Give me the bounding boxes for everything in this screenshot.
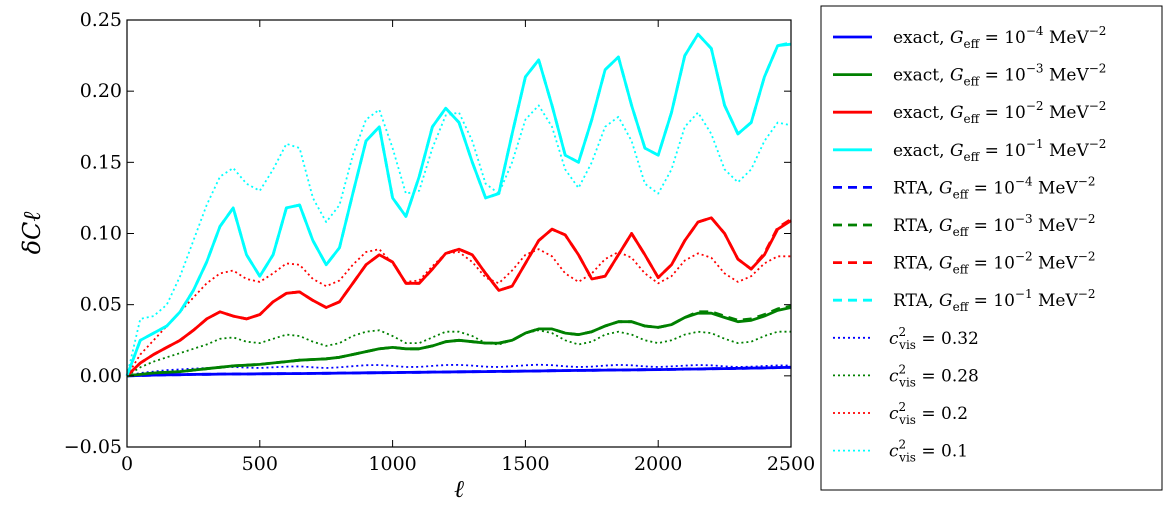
legend-label-0: exact, Geff = 10−4 MeV−2 [893, 24, 1106, 51]
legend-items: exact, Geff = 10−4 MeV−2 exact, Geff = 10… [833, 24, 1106, 465]
legend-label-6: RTA, Geff = 10−2 MeV−2 [893, 250, 1095, 277]
x-axis-label: ℓ [454, 475, 464, 503]
legend-label-5: RTA, Geff = 10−3 MeV−2 [893, 212, 1095, 239]
series-line-4 [126, 365, 792, 378]
legend-frame [820, 5, 1163, 491]
y-tick-label: 0.05 [80, 294, 122, 316]
legend: exact, Geff = 10−4 MeV−2 exact, Geff = 10… [820, 5, 1163, 491]
series-line-2 [126, 216, 792, 377]
tick-layer: 0 500 1000 1500 2000 2500 −0.05 0.00 0.05 0.10 0.1… [64, 9, 815, 475]
series-line-10 [126, 248, 791, 377]
legend-label-11: c2 vis = 0.1 [889, 438, 968, 465]
x-tick-label: 2500 [767, 453, 815, 475]
series-line-8 [126, 363, 792, 377]
legend-label-9: c2 vis = 0.28 [889, 362, 979, 389]
y-tick-label: 0.00 [80, 365, 122, 387]
legend-label-1: exact, Geff = 10−3 MeV−2 [893, 62, 1106, 89]
legend-label-4: RTA, Geff = 10−4 MeV−2 [893, 174, 1095, 201]
x-tick-label: 1500 [501, 453, 549, 475]
series-line-9 [126, 329, 791, 377]
series-line-5 [126, 304, 792, 378]
legend-label-7: RTA, Geff = 10−1 MeV−2 [893, 287, 1095, 314]
axis-titles: ℓ δCℓ [18, 212, 464, 503]
y-tick-label: 0.15 [80, 151, 122, 173]
y-tick-label: 0.10 [80, 223, 122, 245]
y-tick-label: 0.25 [80, 9, 122, 31]
y-tick-label: 0.20 [80, 80, 122, 102]
x-tick-label: 2000 [634, 453, 682, 475]
y-tick-label: −0.05 [64, 436, 122, 458]
x-tick-label: 1000 [368, 453, 416, 475]
series-line-6 [126, 216, 792, 377]
series-line-3 [125, 32, 792, 377]
series-layer [125, 32, 792, 378]
x-tick-label: 0 [121, 453, 133, 475]
legend-label-2: exact, Geff = 10−2 MeV−2 [893, 99, 1106, 126]
series-line-7 [125, 32, 792, 377]
y-axis-label: δCℓ [18, 212, 46, 255]
x-tick-label: 500 [242, 453, 278, 475]
legend-label-3: exact, Geff = 10−1 MeV−2 [893, 137, 1106, 164]
legend-label-10: c2 vis = 0.2 [889, 400, 968, 427]
series-line-11 [126, 104, 792, 377]
legend-label-8: c2 vis = 0.32 [889, 325, 979, 352]
